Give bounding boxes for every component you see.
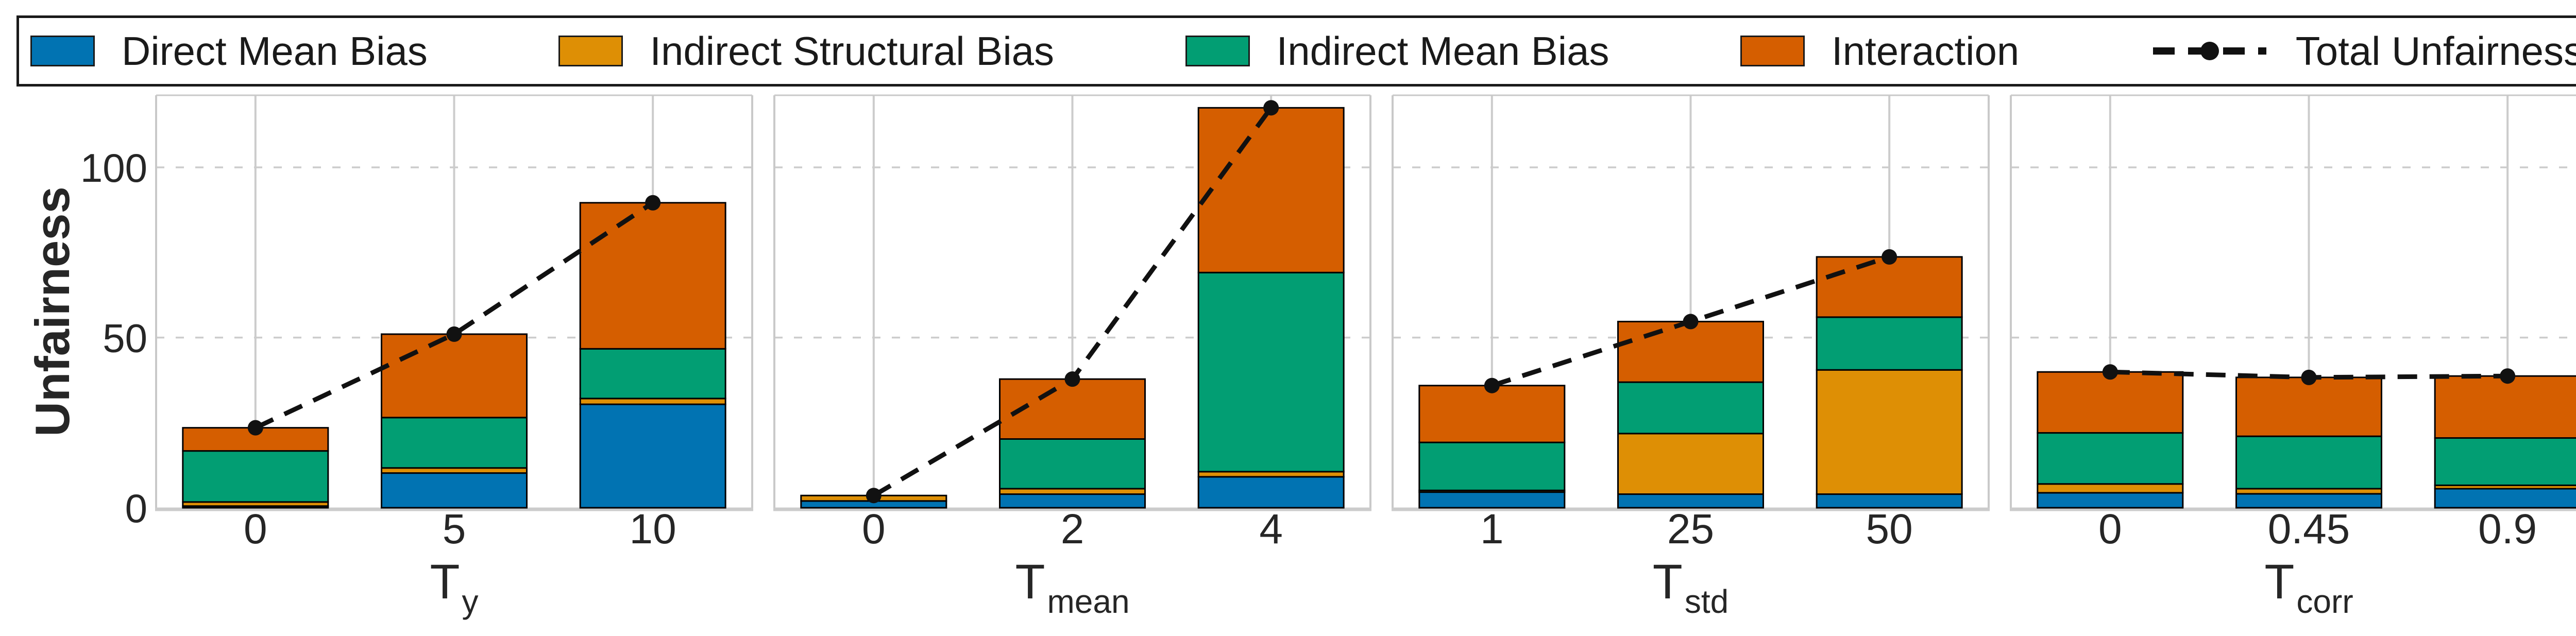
legend: Direct Mean Bias Indirect Structural Bia… bbox=[16, 15, 2576, 87]
total-unfairness-line bbox=[254, 200, 654, 430]
bar-segment bbox=[1816, 256, 1963, 318]
x-tick-label: 4 bbox=[1259, 506, 1283, 553]
bar-segment bbox=[1816, 369, 1963, 495]
total-unfairness-marker bbox=[1882, 249, 1897, 265]
x-tick-label: 0 bbox=[244, 506, 267, 553]
bar-segment bbox=[2434, 437, 2576, 486]
direct-mean-bias-swatch-icon bbox=[30, 36, 95, 66]
bar-segment bbox=[579, 348, 726, 400]
bar-segment bbox=[2434, 375, 2576, 439]
x-tick-label: 0 bbox=[862, 506, 886, 553]
total-unfairness-marker bbox=[247, 420, 263, 436]
total-unfairness-marker bbox=[446, 326, 462, 342]
total-unfairness-marker bbox=[2102, 364, 2118, 380]
bar-segment bbox=[2037, 492, 2184, 509]
x-axis-label: Tmean bbox=[1015, 555, 1129, 620]
bar-segment bbox=[381, 333, 528, 419]
legend-label: Direct Mean Bias bbox=[122, 28, 428, 74]
bar-segment bbox=[999, 438, 1146, 490]
legend-label: Interaction bbox=[1832, 28, 2020, 74]
legend-label: Total Unfairness bbox=[2295, 28, 2576, 74]
bar-segment bbox=[1418, 385, 1566, 443]
bar-segment bbox=[381, 472, 528, 509]
x-tick-label: 2 bbox=[1061, 506, 1084, 553]
y-tick-label: 50 bbox=[103, 316, 147, 361]
bar-segment bbox=[2037, 483, 2184, 494]
total-unfairness-marker bbox=[1064, 371, 1080, 387]
x-axis-label: Tstd bbox=[1653, 555, 1728, 620]
x-tick-label: 0.45 bbox=[2268, 506, 2350, 553]
total-unfairness-marker bbox=[2500, 368, 2516, 384]
bar-segment bbox=[1197, 107, 1345, 273]
bar-segment bbox=[579, 202, 726, 350]
x-tick-label: 10 bbox=[630, 506, 676, 553]
bar-segment bbox=[1418, 441, 1566, 491]
bar-segment bbox=[2235, 376, 2382, 437]
bar-segment bbox=[1617, 493, 1764, 509]
legend-label: Indirect Mean Bias bbox=[1276, 28, 1609, 74]
x-tick-label: 25 bbox=[1667, 506, 1714, 553]
total-unfairness-marker bbox=[1263, 100, 1279, 116]
bar-segment bbox=[1197, 271, 1345, 473]
legend-label: Indirect Structural Bias bbox=[650, 28, 1055, 74]
x-tick-label: 50 bbox=[1866, 506, 1913, 553]
bar-segment bbox=[182, 450, 329, 503]
interaction-swatch-icon bbox=[1740, 36, 1805, 66]
total-unfairness-marker bbox=[2301, 369, 2317, 385]
bar-segment bbox=[1197, 476, 1345, 509]
x-tick-label: 0 bbox=[2098, 506, 2122, 553]
total-unfairness-marker bbox=[645, 195, 661, 211]
indirect-structural-bias-swatch-icon bbox=[558, 36, 623, 66]
bar-segment bbox=[999, 488, 1146, 495]
x-tick-label: 0.9 bbox=[2478, 506, 2537, 553]
x-tick-label: 1 bbox=[1480, 506, 1504, 553]
bar-segment bbox=[1617, 381, 1764, 435]
bar-segment bbox=[1816, 316, 1963, 371]
legend-item-indirect-structural-bias: Indirect Structural Bias bbox=[558, 31, 1054, 71]
y-tick-label: 0 bbox=[125, 486, 147, 531]
x-tick-label: 5 bbox=[443, 506, 466, 553]
indirect-mean-bias-swatch-icon bbox=[1185, 36, 1250, 66]
legend-item-interaction: Interaction bbox=[1740, 31, 2019, 71]
x-axis-label: Tcorr bbox=[2264, 555, 2353, 620]
legend-item-total-unfairness: Total Unfairness bbox=[2150, 31, 2576, 71]
dashed-line-with-dot-icon bbox=[2153, 42, 2266, 60]
total-unfairness-marker bbox=[1484, 377, 1500, 393]
bar-segment bbox=[1617, 433, 1764, 495]
total-unfairness-marker bbox=[866, 488, 882, 504]
bar-segment bbox=[579, 403, 726, 509]
bar-segment bbox=[381, 417, 528, 469]
legend-item-direct-mean-bias: Direct Mean Bias bbox=[30, 31, 428, 71]
bar-segment bbox=[2037, 371, 2184, 434]
bar-segment bbox=[2037, 432, 2184, 485]
bar-segment bbox=[1816, 493, 1963, 509]
bar-segment bbox=[2434, 488, 2576, 509]
y-tick-label: 100 bbox=[80, 145, 147, 191]
bar-segment bbox=[2235, 435, 2382, 490]
legend-item-indirect-mean-bias: Indirect Mean Bias bbox=[1185, 31, 1609, 71]
bar-segment bbox=[579, 398, 726, 405]
total-unfairness-marker bbox=[1683, 314, 1699, 330]
bar-segment bbox=[1617, 320, 1764, 383]
x-axis-label: Ty bbox=[430, 555, 478, 620]
